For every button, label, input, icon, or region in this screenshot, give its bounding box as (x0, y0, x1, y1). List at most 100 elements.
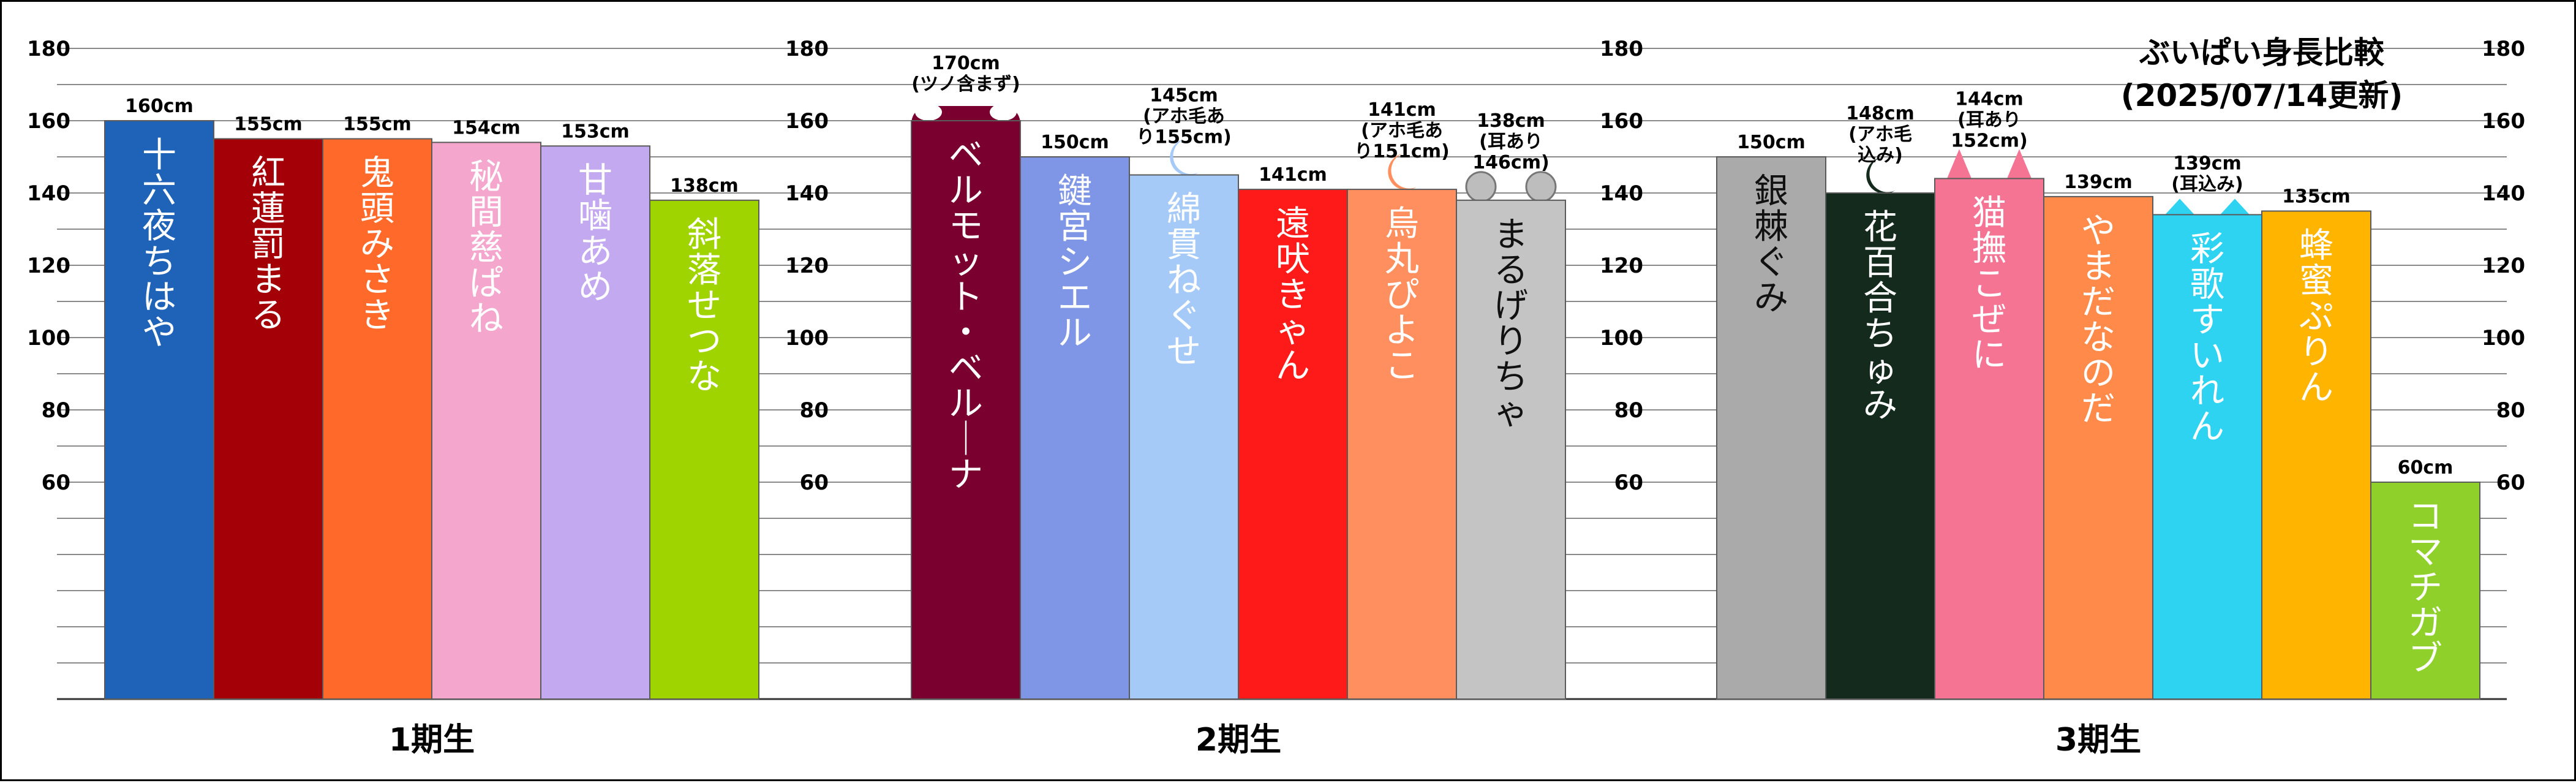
bar (322, 138, 432, 700)
bar-name-char: つ (687, 322, 721, 361)
bar-name-char: な (2081, 318, 2115, 358)
bar (649, 199, 759, 700)
bar-value-label: 154cm (452, 117, 521, 138)
bar-name-char: 甘 (578, 161, 612, 200)
bar-name-char: ッ (949, 242, 983, 282)
bar-name-char: れ (2190, 371, 2224, 411)
bar (1934, 178, 2044, 700)
bar-name-char: ル (949, 171, 983, 211)
bar-name-char: ベ (949, 349, 983, 388)
bar-name-char: き (360, 296, 394, 336)
bar (104, 120, 214, 700)
bar-value-label: 139cm (2173, 153, 2242, 174)
bar-name-char: 六 (142, 171, 176, 211)
bar-name-char: 猫 (1972, 193, 2006, 233)
group-label: 1期生 (389, 722, 475, 758)
y-tick-label: 60 (800, 471, 829, 495)
bar-name-char: ガ (2408, 603, 2442, 643)
bar (1347, 189, 1457, 700)
bar-value-label: 138cm (670, 175, 739, 197)
bar-name-char: の (2081, 354, 2115, 393)
bar-name-char: モ (949, 206, 983, 246)
bar-annotation: 込み) (1858, 145, 1903, 166)
bar (213, 138, 323, 700)
bar-name-char: き (1276, 275, 1310, 315)
bar-name-char: い (2190, 336, 2224, 376)
bar-value-label: 139cm (2064, 172, 2133, 193)
bar-name-char: ね (1167, 261, 1201, 301)
cat-ear-right (2220, 199, 2250, 215)
y-tick-label: 180 (27, 37, 70, 61)
y-tick-label: 100 (785, 326, 829, 350)
bar-name-char: ち (1863, 314, 1897, 354)
y-tick-label: 120 (1600, 254, 1643, 278)
bar-name-char: だ (2081, 389, 2115, 429)
y-tick-label: 100 (2482, 326, 2525, 350)
bar-name-char: る (1494, 251, 1528, 290)
bar-name-char: あ (578, 232, 612, 271)
bar-name-char: 烏 (1385, 204, 1419, 244)
bar-name-char: ゅ (1863, 350, 1897, 390)
bar-name-char: 遠 (1276, 204, 1310, 244)
bar-name-char: 蜂 (2299, 226, 2333, 266)
bar-name-char: ち (142, 242, 176, 282)
bar-name-char: 合 (1863, 279, 1897, 319)
y-tick-label: 120 (2482, 254, 2525, 278)
bar-name-char: コ (2408, 497, 2442, 537)
bar-name-char: げ (1494, 286, 1528, 326)
bar-name-char: 蜜 (2299, 262, 2333, 301)
bar-name-char: す (2190, 300, 2224, 340)
bar-value-label: 145cm (1150, 85, 1218, 107)
bar-value-label: 155cm (234, 114, 303, 135)
bar-name-char: 斜 (687, 215, 721, 255)
bar-value-label: 135cm (2282, 186, 2351, 208)
bar-layer (104, 104, 2480, 700)
bar-name-char: 綿 (1167, 190, 1201, 230)
ear-left (1465, 171, 1497, 203)
bar-name-char: ぜ (1972, 300, 2006, 339)
bar-name-char: ん (1276, 346, 1310, 386)
y-tick-label: 160 (27, 109, 70, 134)
bar-name-char: 宮 (1058, 207, 1092, 247)
bar-name-char: 鬼 (360, 154, 394, 194)
bar-name-char: ゃ (1494, 393, 1528, 433)
bar-name-char: 秘 (469, 157, 503, 197)
bar-value-label: 141cm (1368, 99, 1436, 121)
y-tick-label: 60 (1614, 471, 1643, 495)
ear-right (1525, 171, 1557, 203)
bar-name-char: ぱ (469, 263, 503, 303)
bar-name-char: ち (1494, 357, 1528, 397)
horn-left (915, 104, 942, 121)
bar-annotation: (ツノ含まず) (911, 74, 1020, 95)
y-tick-label: 140 (27, 181, 70, 206)
bar-name-char: ま (251, 260, 285, 300)
bar-name-char: せ (1167, 332, 1201, 372)
bar-name-char: ル (949, 384, 983, 424)
cat-ear-left (1947, 149, 1972, 179)
bar-name-char: ベ (949, 135, 983, 175)
bar-annotation: り151cm) (1354, 141, 1449, 162)
bar-name-char: こ (1972, 264, 2006, 304)
y-tick-label: 160 (785, 109, 829, 134)
bar-annotation: (耳あり (1479, 131, 1543, 153)
bar-annotation: り155cm) (1136, 127, 1231, 148)
bar-name-char: ト (949, 278, 983, 317)
bar (1825, 192, 1935, 700)
bar-name-char: 棘 (1754, 207, 1788, 247)
y-tick-label: 180 (1600, 37, 1643, 61)
bar-name-char: 蓮 (251, 189, 285, 229)
bar-annotation: (耳込み) (2171, 173, 2243, 195)
y-tick-label: 80 (800, 398, 829, 423)
bar-name-char: ぐ (1167, 297, 1201, 336)
bar-name-char: ナ (949, 455, 983, 495)
y-tick-label: 120 (785, 254, 829, 278)
cat-ear-left (2165, 199, 2194, 215)
bar (2370, 482, 2480, 700)
bar-annotation: 146cm) (1472, 152, 1549, 173)
bar-annotation: (アホ毛 (1848, 124, 1912, 145)
bar-name-char: や (2081, 211, 2115, 251)
bar-name-char: は (142, 278, 176, 317)
text-layer: 60 60 60 60 80 80 80 80 100 100 100 100 120 120 120 120… (27, 37, 2525, 758)
bar-name-char: み (1863, 385, 1897, 425)
bar-name-char: ル (1058, 314, 1092, 354)
